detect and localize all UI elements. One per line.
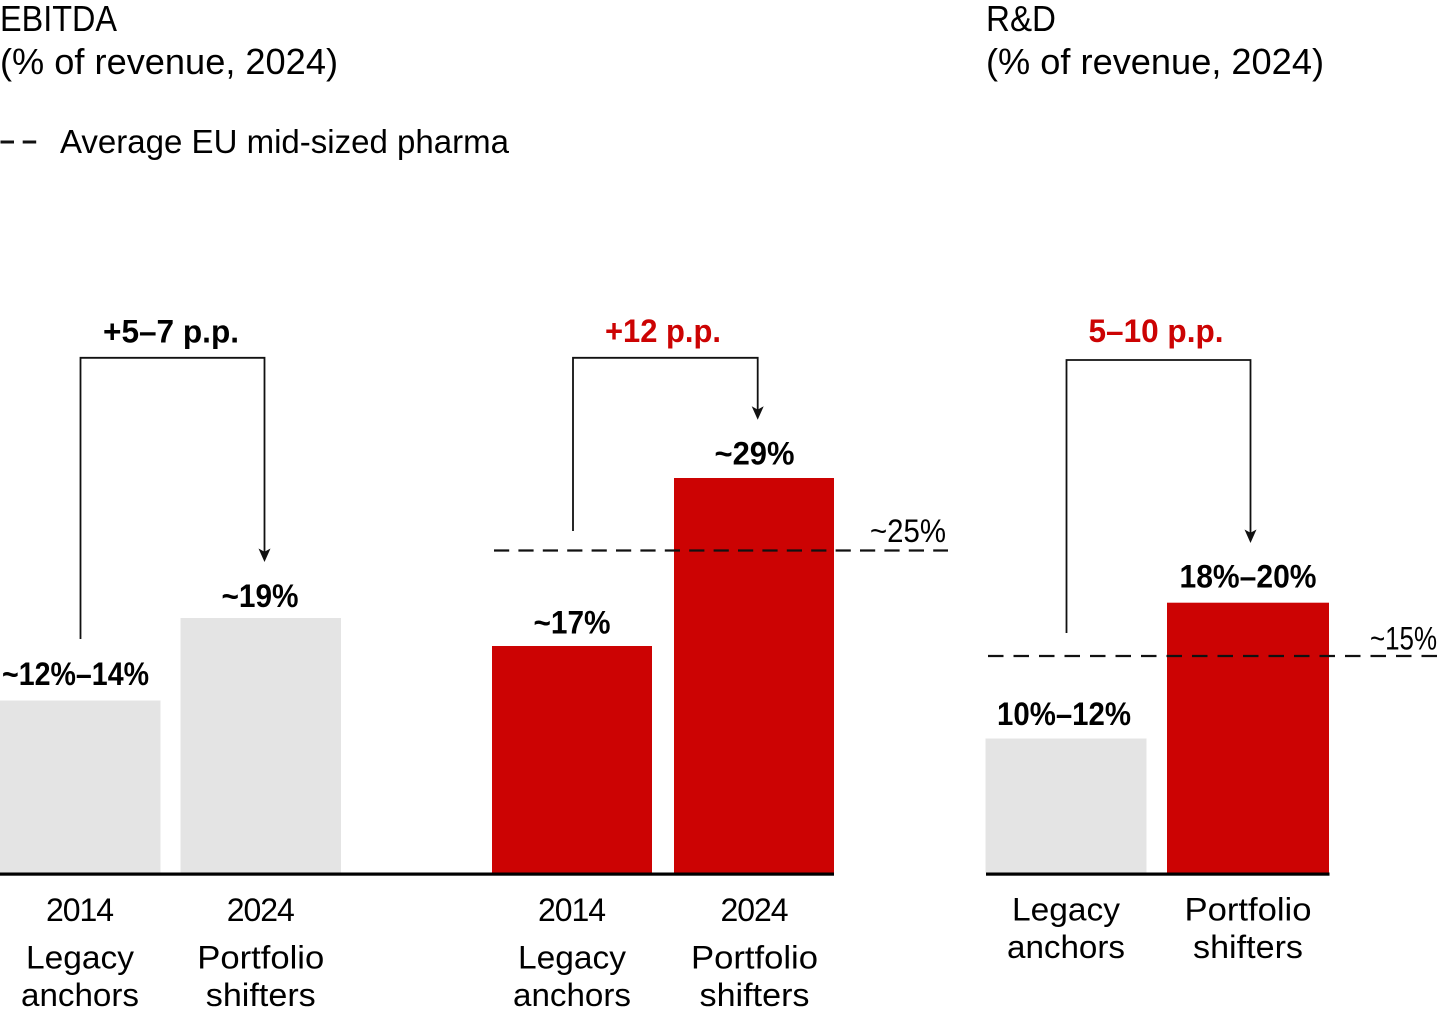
svg-text:Legacy: Legacy — [518, 940, 626, 976]
svg-text:~29%: ~29% — [715, 436, 795, 472]
svg-text:~12%–14%: ~12%–14% — [2, 656, 149, 692]
svg-text:10%–12%: 10%–12% — [997, 696, 1131, 732]
svg-text:Portfolio: Portfolio — [691, 940, 818, 976]
svg-text:~15%: ~15% — [1370, 621, 1437, 657]
svg-text:18%–20%: 18%–20% — [1180, 559, 1317, 595]
svg-text:R&D: R&D — [986, 0, 1056, 39]
svg-text:~19%: ~19% — [222, 578, 299, 614]
svg-text:+12 p.p.: +12 p.p. — [605, 313, 721, 349]
svg-text:EBITDA: EBITDA — [0, 0, 117, 39]
svg-text:2024: 2024 — [721, 892, 789, 928]
svg-text:anchors: anchors — [1007, 929, 1125, 965]
svg-text:Legacy: Legacy — [26, 940, 134, 976]
svg-text:shifters: shifters — [206, 977, 316, 1013]
svg-text:~25%: ~25% — [870, 513, 946, 549]
svg-text:(% of revenue, 2024): (% of revenue, 2024) — [0, 41, 338, 82]
svg-text:anchors: anchors — [21, 977, 139, 1013]
svg-text:Average EU mid-sized pharma: Average EU mid-sized pharma — [60, 123, 510, 160]
svg-text:Legacy: Legacy — [1012, 892, 1120, 928]
svg-text:2014: 2014 — [46, 892, 114, 928]
svg-text:Portfolio: Portfolio — [197, 940, 324, 976]
svg-text:shifters: shifters — [1193, 929, 1303, 965]
svg-text:~17%: ~17% — [534, 605, 611, 641]
svg-text:5–10 p.p.: 5–10 p.p. — [1089, 313, 1224, 349]
svg-text:2024: 2024 — [227, 892, 295, 928]
svg-text:shifters: shifters — [700, 977, 810, 1013]
svg-text:2014: 2014 — [538, 892, 606, 928]
svg-text:(% of revenue, 2024): (% of revenue, 2024) — [986, 41, 1324, 82]
svg-text:Portfolio: Portfolio — [1185, 892, 1312, 928]
svg-text:anchors: anchors — [513, 977, 631, 1013]
svg-text:+5–7 p.p.: +5–7 p.p. — [103, 314, 239, 350]
